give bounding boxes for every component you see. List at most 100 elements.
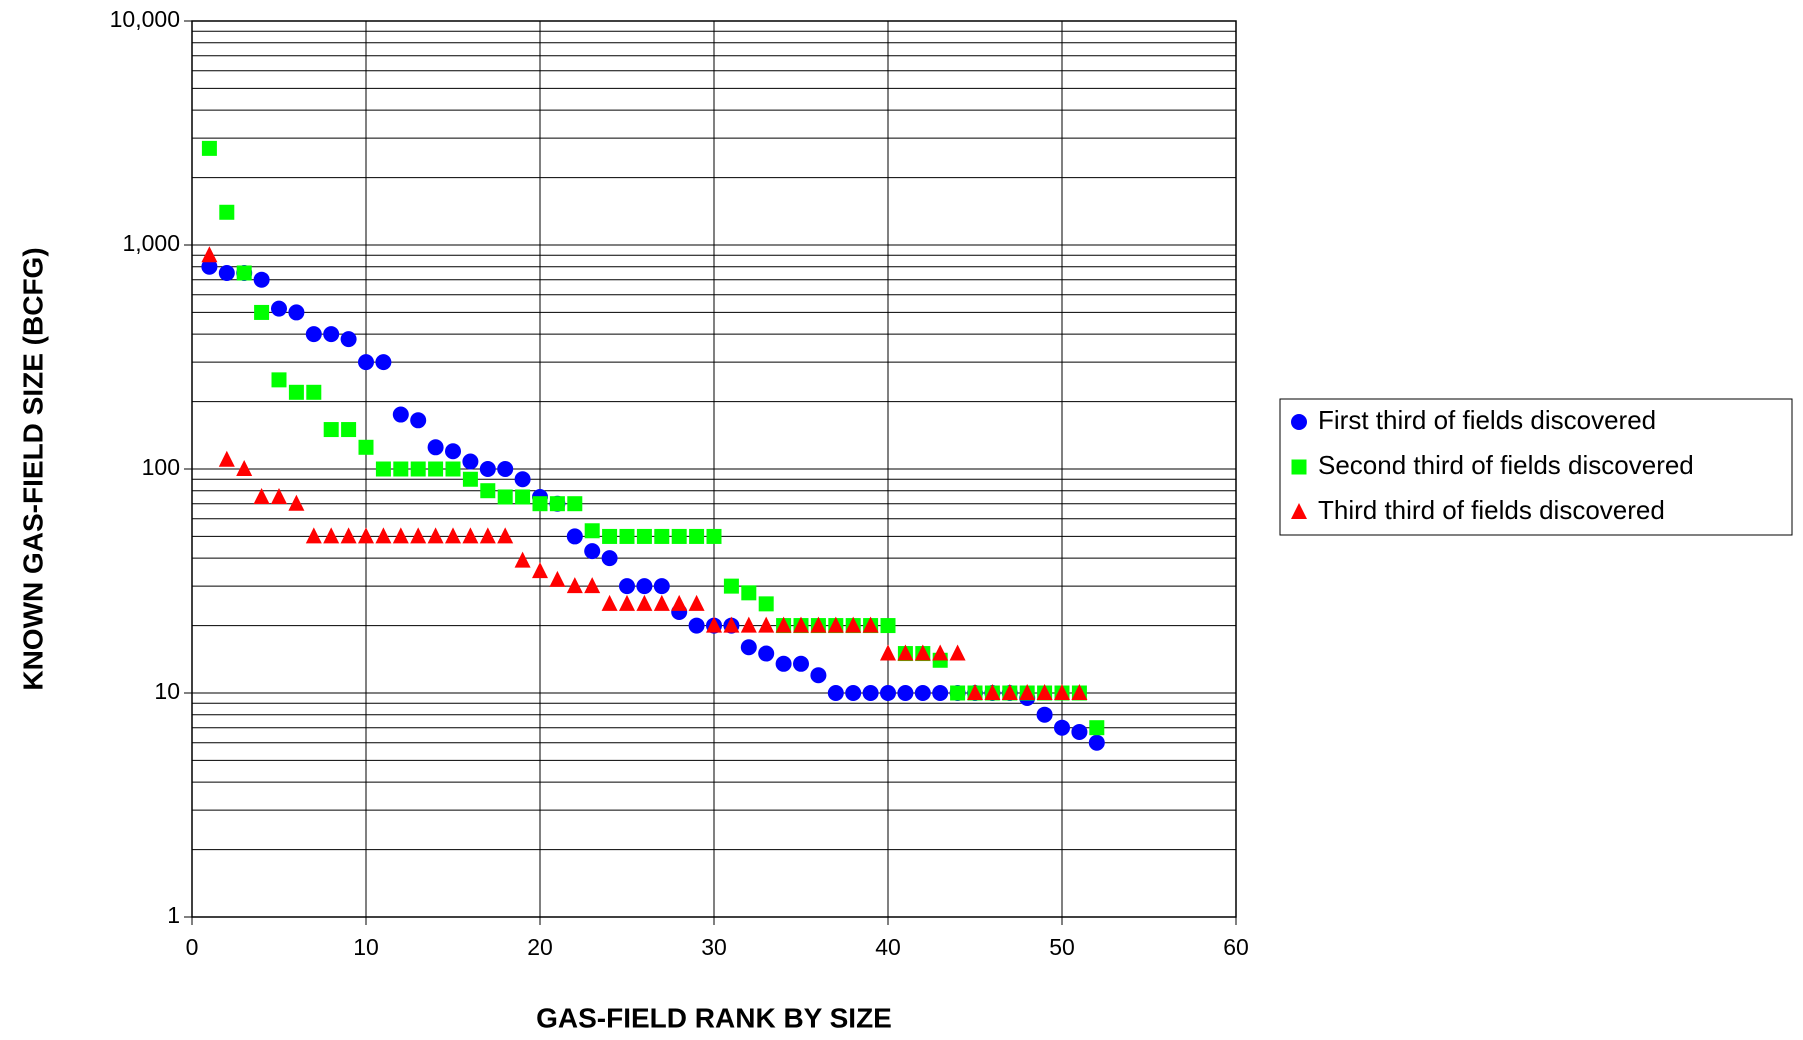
point (201, 140, 217, 156)
point (497, 461, 514, 477)
point (1036, 684, 1053, 700)
point (897, 685, 914, 701)
point (793, 616, 809, 633)
point (218, 450, 235, 467)
point (201, 258, 218, 275)
point (1054, 684, 1070, 700)
point (984, 684, 1001, 700)
point (619, 578, 635, 595)
point (949, 644, 966, 661)
point (305, 527, 322, 544)
point (880, 618, 896, 634)
point (932, 644, 949, 661)
legend-label: First third of fields discovered (1318, 405, 1656, 435)
point (706, 616, 722, 633)
point (497, 527, 514, 544)
point (549, 570, 566, 587)
point (253, 271, 270, 288)
point (880, 644, 896, 661)
point (323, 527, 340, 544)
point (445, 527, 461, 544)
point (479, 527, 496, 544)
point (393, 461, 409, 477)
point (1088, 734, 1105, 751)
point (201, 246, 218, 263)
point (758, 645, 775, 662)
point (845, 616, 862, 633)
point (741, 585, 757, 601)
point (358, 527, 374, 544)
point (271, 372, 287, 388)
point (827, 685, 844, 701)
point (462, 453, 479, 470)
point (619, 528, 635, 544)
point (358, 439, 374, 455)
point (305, 326, 322, 343)
x-tick-label: 30 (701, 934, 727, 960)
legend-box (1279, 398, 1793, 536)
point (445, 443, 461, 460)
point (375, 527, 392, 544)
point (288, 384, 304, 400)
point (514, 471, 531, 488)
y-tick-label: 1 (167, 902, 180, 928)
point (340, 331, 357, 348)
point (740, 639, 757, 656)
point (827, 616, 844, 633)
y-tick-label: 10 (154, 678, 180, 704)
point (810, 616, 827, 633)
point (688, 594, 705, 611)
point (462, 471, 478, 487)
point (706, 528, 722, 544)
point (236, 460, 253, 476)
point (428, 461, 444, 477)
point (636, 578, 653, 595)
point (375, 354, 392, 371)
point (793, 655, 809, 672)
point (254, 304, 270, 320)
point (932, 685, 949, 701)
point (584, 543, 601, 560)
point (341, 422, 357, 438)
point (653, 594, 670, 611)
point (288, 304, 305, 321)
point (427, 439, 444, 456)
point (323, 326, 340, 343)
point (306, 384, 322, 400)
x-axis-title: GAS-FIELD RANK BY SIZE (536, 1002, 892, 1033)
point (566, 577, 583, 594)
point (688, 617, 705, 634)
point (950, 685, 966, 701)
point (636, 594, 653, 611)
point (845, 685, 862, 701)
point (358, 354, 374, 371)
point (445, 461, 461, 477)
point (271, 300, 287, 317)
point (862, 685, 879, 701)
point (1019, 684, 1036, 700)
point (462, 527, 479, 544)
point (410, 412, 427, 429)
point (723, 616, 740, 633)
point (810, 667, 827, 684)
point (1071, 684, 1088, 700)
point (549, 496, 565, 512)
point (515, 489, 531, 505)
x-tick-label: 40 (875, 934, 901, 960)
point (584, 577, 601, 594)
x-tick-label: 20 (527, 934, 553, 960)
x-tick-label: 50 (1049, 934, 1075, 960)
point (253, 487, 270, 504)
point (740, 616, 757, 633)
legend-label: Third third of fields discovered (1318, 495, 1665, 525)
point (427, 527, 444, 544)
point (532, 562, 548, 579)
point (689, 528, 705, 544)
point (601, 550, 618, 567)
point (862, 616, 879, 633)
point (392, 527, 409, 544)
point (880, 685, 896, 701)
point (723, 578, 739, 594)
point (288, 494, 305, 511)
